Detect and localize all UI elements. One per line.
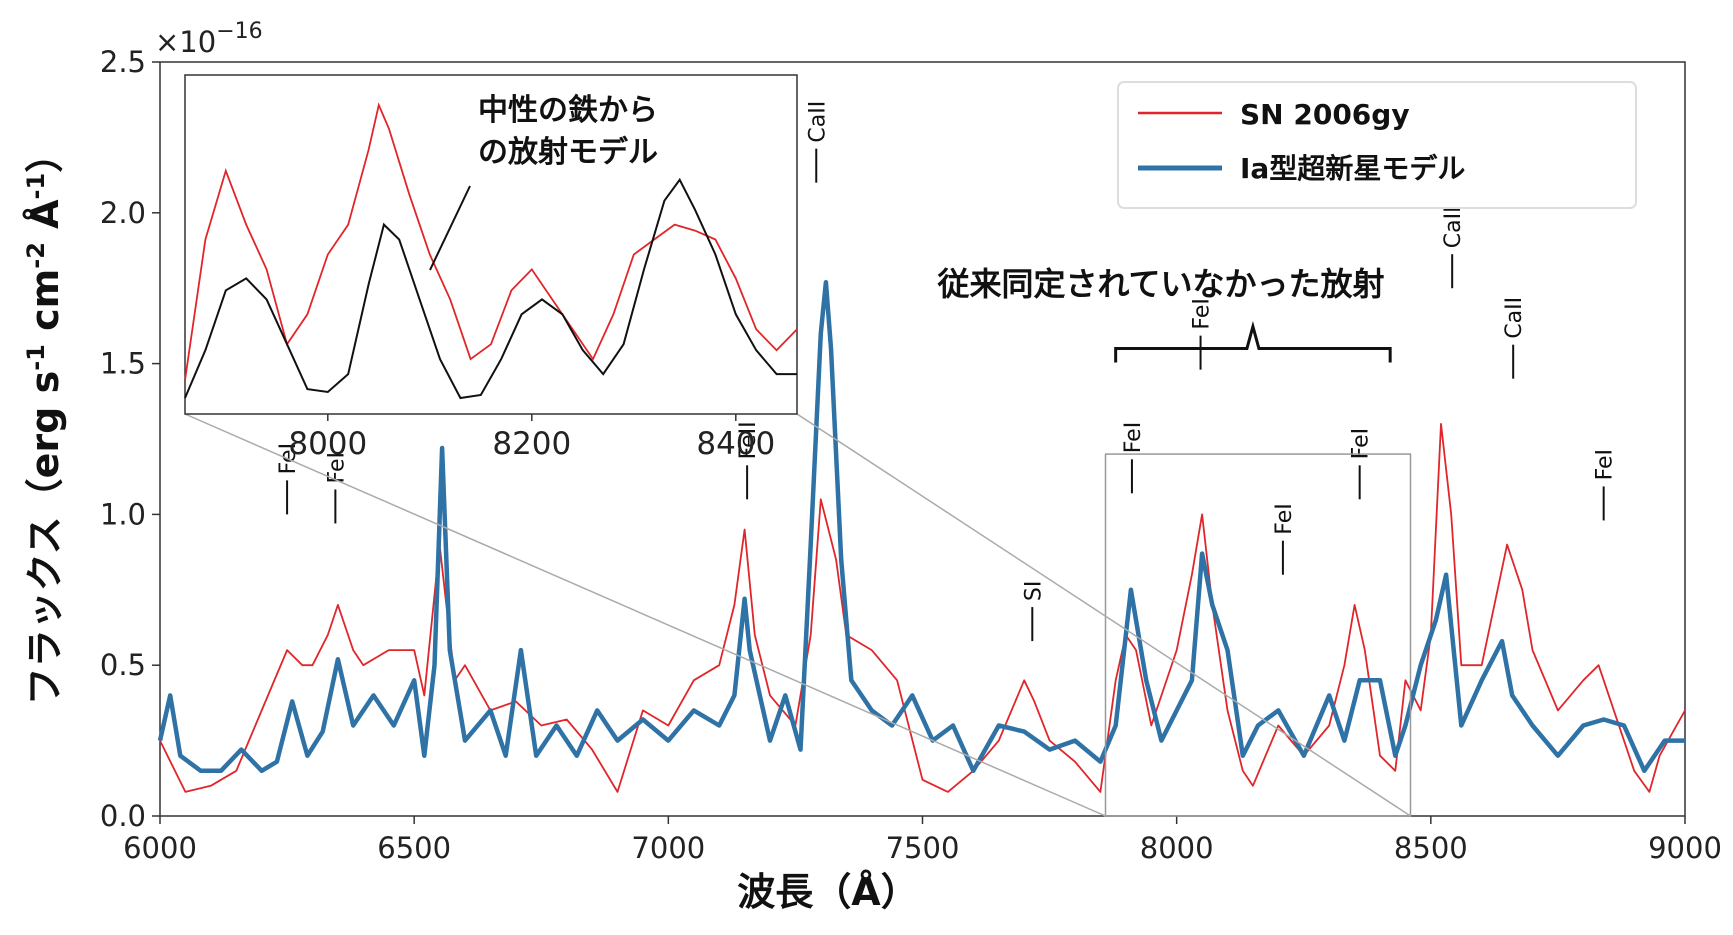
y-tick-label: 0.0 bbox=[100, 799, 146, 833]
line-id-marker: FeI bbox=[1593, 449, 1618, 521]
series-line-model bbox=[157, 279, 1685, 774]
y-tick-label: 2.5 bbox=[100, 45, 146, 79]
y-axis-title: フラックス（erg s-1 cm-2 Å-1） bbox=[22, 135, 67, 705]
legend: SN 2006gy Ia型超新星モデル bbox=[1117, 81, 1637, 209]
line-id-marker: FeI bbox=[1272, 503, 1297, 575]
x-tick-label: 9000 bbox=[1648, 831, 1722, 865]
line-id-label: FeI bbox=[1593, 449, 1618, 480]
inset-frame bbox=[184, 74, 798, 415]
line-id-marker: SI bbox=[1021, 581, 1046, 642]
zoom-box bbox=[1104, 453, 1412, 817]
x-tick-label: 8500 bbox=[1394, 831, 1468, 865]
line-id-label: FeI bbox=[1190, 298, 1215, 329]
legend-label-observed: SN 2006gy bbox=[1240, 98, 1410, 131]
x-tick-label: 7500 bbox=[886, 831, 960, 865]
line-id-marker: FeI bbox=[324, 452, 349, 524]
line-id-label: SI bbox=[1021, 581, 1046, 601]
inset-annotation-pointer bbox=[429, 185, 471, 271]
zoom-connector-right bbox=[796, 413, 1411, 817]
inset-annotation-line2: の放射モデル bbox=[478, 135, 658, 170]
line-id-label: FeI bbox=[324, 452, 349, 483]
line-id-label: FeII bbox=[736, 421, 761, 459]
x-tick-label: 8000 bbox=[1140, 831, 1214, 865]
inset-model-line bbox=[184, 177, 797, 400]
y-tick-label: 2.0 bbox=[100, 196, 146, 230]
line-id-marker: FeI bbox=[1349, 428, 1374, 500]
x-axis-title: 波長（Å） bbox=[737, 870, 918, 914]
inset-annotation-line1: 中性の鉄から bbox=[478, 93, 658, 128]
x-tick-label: 6000 bbox=[123, 831, 197, 865]
series-line-observed bbox=[159, 422, 1686, 793]
line-id-marker: FeII bbox=[736, 421, 761, 500]
y-multiplier: ×10−16 bbox=[155, 19, 263, 59]
line-id-marker: FeI bbox=[276, 443, 301, 515]
legend-label-model: Ia型超新星モデル bbox=[1240, 152, 1465, 185]
inset-plot: 8000 8200 8400 bbox=[184, 74, 798, 462]
inset-x-tick-label: 8000 bbox=[288, 426, 367, 462]
line-id-label: FeI bbox=[1121, 422, 1146, 453]
unidentified-emission-label: 従来同定されていなかった放射 bbox=[936, 265, 1384, 303]
line-id-marker: CaII bbox=[805, 101, 830, 183]
zoom-connector-left bbox=[184, 413, 1106, 817]
inset-x-tick-label: 8200 bbox=[492, 426, 571, 462]
inset-x-tick-label: 8400 bbox=[696, 426, 775, 462]
line-id-marker: FeI bbox=[1121, 422, 1146, 494]
line-id-label: CaII bbox=[805, 101, 830, 143]
line-id-label: CaII bbox=[1441, 206, 1466, 248]
line-id-marker: CaII bbox=[1441, 206, 1466, 289]
line-id-label: CaII bbox=[1502, 297, 1527, 339]
zoom-connector-lines bbox=[184, 413, 1411, 817]
unidentified-emission-bracket: 従来同定されていなかった放射 bbox=[936, 265, 1392, 363]
bracket-shape bbox=[1114, 320, 1392, 363]
y-tick-label: 1.5 bbox=[100, 347, 146, 381]
y-tick-label: 0.5 bbox=[100, 648, 146, 682]
y-tick-label: 1.0 bbox=[100, 497, 146, 531]
x-tick-label: 7000 bbox=[631, 831, 705, 865]
x-tick-label: 6500 bbox=[377, 831, 451, 865]
inset-observed-line bbox=[184, 102, 798, 381]
line-id-label: FeI bbox=[1272, 503, 1297, 534]
line-id-marker: CaII bbox=[1502, 297, 1527, 379]
main-plot-area: 6000 6500 7000 7500 8000 8500 9000 0.0 0.5 1.0 1.5… bbox=[100, 45, 1722, 865]
line-id-marker: FeI bbox=[1190, 298, 1215, 370]
legend-box bbox=[1117, 81, 1637, 209]
